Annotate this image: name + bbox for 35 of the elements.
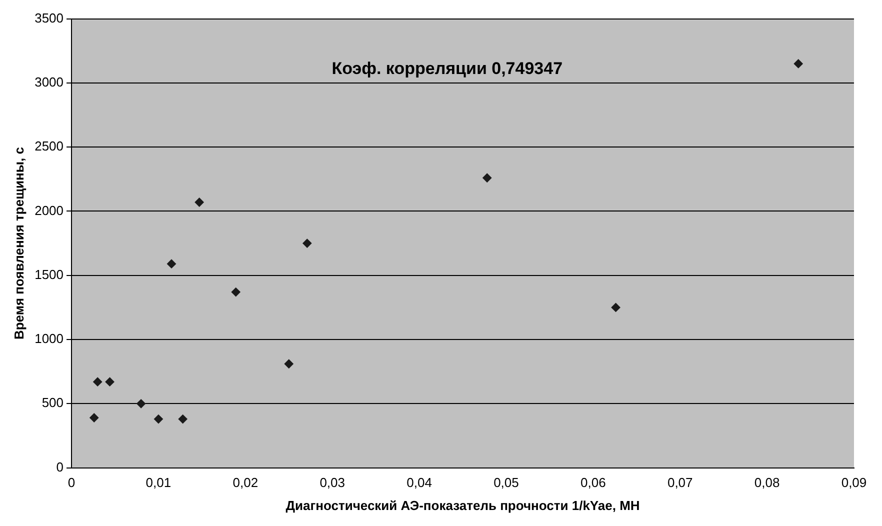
point (611, 302, 620, 312)
x-tick-label: 0 (68, 475, 76, 490)
y-tick-label: 3000 (34, 74, 64, 90)
point (482, 173, 492, 182)
y-tick-label: 500 (42, 395, 64, 410)
y-tick-label: 2500 (34, 138, 64, 154)
x-tick-label: 0,04 (406, 475, 432, 490)
point (794, 59, 803, 68)
point (302, 238, 312, 248)
x-tick-label: 0,07 (667, 475, 693, 490)
point (167, 259, 176, 268)
point (90, 413, 99, 422)
y-axis-title: Время появления трещины, с (11, 147, 26, 340)
y-tick-label: 0 (56, 459, 64, 474)
y-tick-label: 3500 (34, 10, 64, 26)
x-tick-label: 0,06 (580, 475, 606, 490)
point (231, 288, 240, 297)
x-tick-label: 0,03 (320, 475, 346, 490)
x-tick-label: 0,02 (232, 475, 258, 490)
x-tick-label: 0,09 (841, 475, 867, 490)
y-tick-label: 2000 (34, 202, 64, 218)
y-tick-label: 1500 (34, 266, 64, 282)
x-tick-label: 0,08 (754, 475, 780, 490)
point (105, 377, 114, 386)
point (93, 377, 102, 386)
point (154, 414, 163, 424)
x-tick-label: 0,05 (494, 475, 519, 490)
point (194, 198, 204, 207)
x-tick-label: 0,01 (146, 475, 172, 490)
y-tick-label: 1000 (34, 331, 64, 346)
point (284, 359, 294, 368)
point (136, 399, 146, 408)
point (178, 414, 188, 424)
annotation: Коэф. корреляции 0,749347 (332, 58, 563, 78)
x-axis-title: Диагностический АЭ-показатель прочности 1/kYae, МН (286, 498, 640, 513)
